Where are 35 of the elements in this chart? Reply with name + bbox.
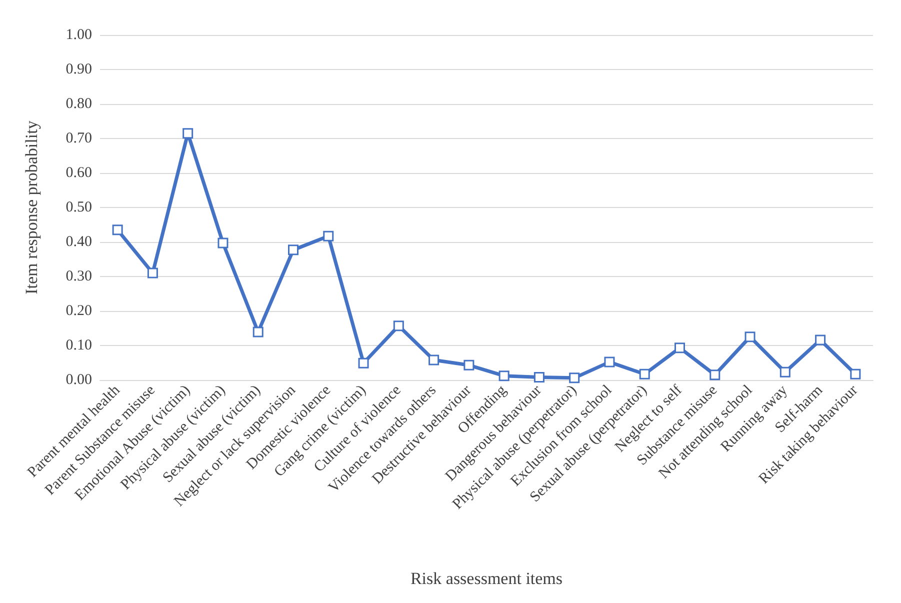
- point: [393, 320, 404, 332]
- y-tick-label: 1.00: [66, 27, 92, 43]
- point: [147, 268, 158, 278]
- point: [218, 238, 228, 248]
- point: [780, 366, 790, 378]
- y-tick-label: 0.60: [66, 165, 92, 181]
- y-tick-label: 0.70: [66, 130, 92, 146]
- point: [674, 342, 685, 354]
- y-tick-label: 0.80: [66, 96, 92, 112]
- point: [323, 230, 334, 242]
- point: [464, 360, 474, 370]
- point: [358, 358, 369, 368]
- point: [604, 356, 615, 368]
- point: [252, 326, 264, 338]
- y-tick-label: 0.00: [66, 372, 92, 388]
- y-tick-label: 0.10: [66, 338, 92, 354]
- point: [112, 224, 123, 236]
- point: [639, 368, 650, 380]
- y-tick-label: 0.40: [66, 234, 92, 250]
- point: [710, 370, 720, 380]
- point: [744, 332, 756, 342]
- x-axis-title: Risk assessment items: [410, 569, 563, 588]
- point: [534, 372, 544, 382]
- point: [815, 334, 826, 346]
- point: [288, 244, 298, 256]
- y-tick-label: 0.90: [66, 62, 92, 78]
- y-tick-label: 0.50: [66, 200, 92, 216]
- point: [428, 354, 440, 366]
- y-axis-title: Item response probability: [22, 120, 41, 294]
- point: [569, 372, 580, 384]
- point: [850, 368, 861, 380]
- y-tick-label: 0.30: [66, 268, 92, 284]
- y-tick-label: 0.20: [66, 303, 92, 319]
- point: [182, 128, 194, 139]
- point: [498, 370, 510, 382]
